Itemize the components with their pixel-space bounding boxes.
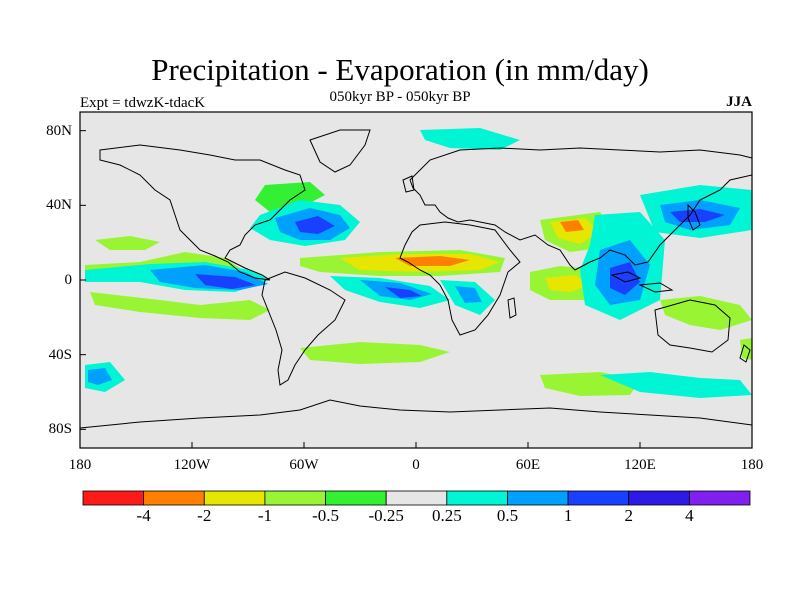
colorbar-label: -1 bbox=[257, 506, 272, 525]
colorbar-swatch bbox=[325, 490, 387, 506]
lon-tick-label: 180 bbox=[740, 457, 764, 473]
colorbar-label: -2 bbox=[197, 506, 212, 525]
colorbar-label: -4 bbox=[136, 506, 151, 525]
lat-tick-label: 80N bbox=[46, 122, 72, 139]
colorbar-swatch bbox=[688, 490, 751, 506]
colorbar-swatch bbox=[82, 490, 145, 506]
lat-tick-label: 40S bbox=[48, 346, 72, 363]
map-title: Precipitation - Evaporation (in mm/day) bbox=[151, 52, 649, 87]
lon-tick-label: 120W bbox=[173, 457, 211, 473]
colorbar-swatch bbox=[385, 490, 448, 506]
colorbar-label: 1 bbox=[563, 506, 573, 525]
experiment-label: Expt = tdwzK-tdacK bbox=[80, 95, 206, 111]
colorbar-swatch bbox=[628, 490, 690, 506]
colorbar-label: -0.25 bbox=[368, 506, 404, 525]
lon-tick-label: 0 bbox=[412, 457, 420, 473]
lon-tick-label: 180 bbox=[68, 457, 92, 473]
colorbar bbox=[82, 490, 751, 506]
colorbar-label: 2 bbox=[624, 506, 633, 525]
lon-tick-label: 120E bbox=[624, 457, 656, 473]
lat-tick-label: 0 bbox=[64, 272, 73, 288]
colorbar-label: 0.25 bbox=[431, 506, 462, 525]
colorbar-swatch bbox=[203, 490, 266, 506]
colorbar-label: -0.5 bbox=[312, 506, 339, 525]
lon-tick-label: 60E bbox=[515, 457, 541, 473]
coastlines bbox=[80, 129, 752, 429]
pe-anomaly-field bbox=[85, 128, 752, 398]
map-subtitle: 050kyr BP - 050kyr BP bbox=[329, 89, 471, 105]
colorbar-swatch bbox=[446, 490, 508, 506]
colorbar-swatch bbox=[567, 490, 630, 506]
season-label: JJA bbox=[726, 94, 752, 110]
colorbar-swatch bbox=[507, 490, 569, 506]
colorbar-label: 0.5 bbox=[496, 506, 519, 525]
colorbar-swatch bbox=[264, 490, 326, 506]
lon-tick-label: 60W bbox=[289, 457, 319, 473]
lat-tick-label: 40N bbox=[46, 197, 72, 214]
lat-tick-label: 80S bbox=[48, 421, 72, 438]
colorbar-label: 4 bbox=[685, 506, 694, 525]
colorbar-swatch bbox=[143, 490, 205, 506]
